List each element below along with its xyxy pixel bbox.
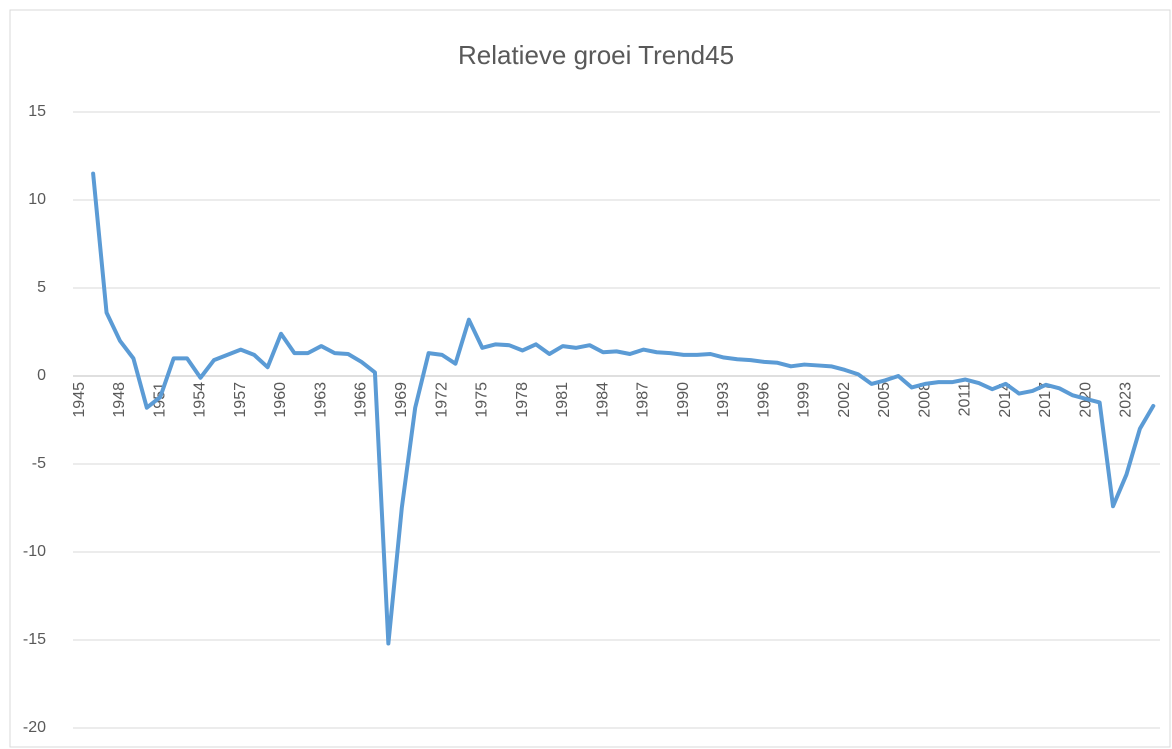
y-tick-label: -20 [23, 719, 46, 736]
x-tick-label: 1954 [192, 382, 209, 418]
x-tick-label: 1960 [272, 382, 289, 418]
x-tick-label: 2005 [876, 382, 893, 418]
y-tick-label: 5 [37, 279, 46, 296]
x-tick-label: 2008 [916, 382, 933, 418]
chart-title: Relatieve groei Trend45 [458, 40, 734, 70]
x-tick-label: 1981 [554, 382, 571, 418]
x-tick-label: 1978 [514, 382, 531, 418]
x-tick-label: 1987 [635, 382, 652, 418]
x-tick-label: 2002 [836, 382, 853, 418]
x-tick-label: 1984 [594, 382, 611, 418]
x-tick-label: 1999 [796, 382, 813, 418]
y-tick-label: 10 [28, 191, 46, 208]
y-tick-label: -10 [23, 543, 46, 560]
y-tick-label: 0 [37, 367, 46, 384]
y-tick-label: -15 [23, 631, 46, 648]
x-tick-label: 1996 [755, 382, 772, 418]
y-tick-label: -5 [32, 455, 46, 472]
x-tick-label: 1945 [71, 382, 88, 418]
x-tick-label: 1969 [393, 382, 410, 418]
x-tick-label: 2023 [1118, 382, 1135, 418]
x-tick-label: 1972 [433, 382, 450, 418]
x-tick-label: 1963 [312, 382, 329, 418]
x-tick-label: 1993 [715, 382, 732, 418]
x-tick-label: 2017 [1037, 382, 1054, 418]
x-tick-label: 1948 [111, 382, 128, 418]
x-tick-label: 1975 [474, 382, 491, 418]
y-tick-label: 15 [28, 103, 46, 120]
x-tick-label: 1957 [232, 382, 249, 418]
x-tick-label: 2011 [957, 382, 974, 417]
line-series [91, 171, 1156, 646]
chart-frame [9, 9, 1171, 748]
x-tick-label: 2014 [997, 382, 1014, 418]
x-tick-label: 1966 [353, 382, 370, 418]
x-tick-label: 1990 [675, 382, 692, 418]
